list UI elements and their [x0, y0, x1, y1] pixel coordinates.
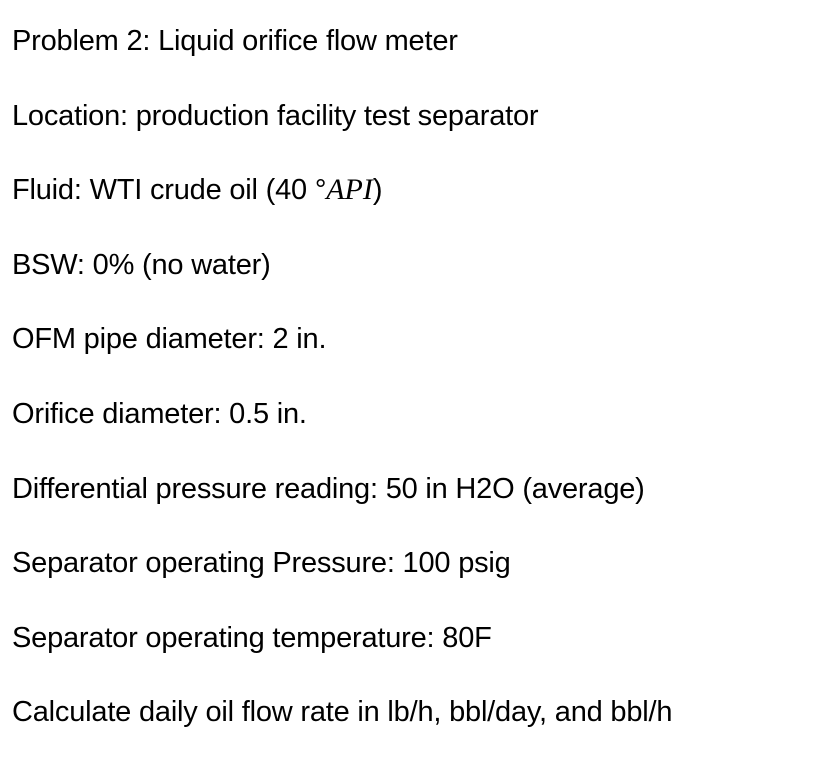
pipe-diameter-line: OFM pipe diameter: 2 in. [12, 323, 327, 356]
bsw-line: BSW: 0% (no water) [12, 248, 271, 281]
operating-pressure-line: Separator operating Pressure: 100 psig [12, 547, 511, 580]
problem-title-line: Problem 2: Liquid orifice flow meter [12, 25, 458, 57]
fluid-line-post: ) [372, 174, 383, 207]
differential-pressure-line: Differential pressure reading: 50 in H2O… [12, 472, 645, 505]
orifice-diameter-line: Orifice diameter: 0.5 in. [12, 397, 307, 430]
api-math-symbol: API [326, 173, 373, 207]
fluid-line-pre: Fluid: WTI crude oil (40 ° [12, 174, 327, 207]
fluid-line: Fluid: WTI crude oil (40 °API) [12, 153, 821, 228]
location-line: Location: production facility test separ… [12, 99, 539, 132]
task-line: Calculate daily oil flow rate in lb/h, b… [12, 696, 673, 729]
operating-temperature-line: Separator operating temperature: 80F [12, 621, 492, 654]
